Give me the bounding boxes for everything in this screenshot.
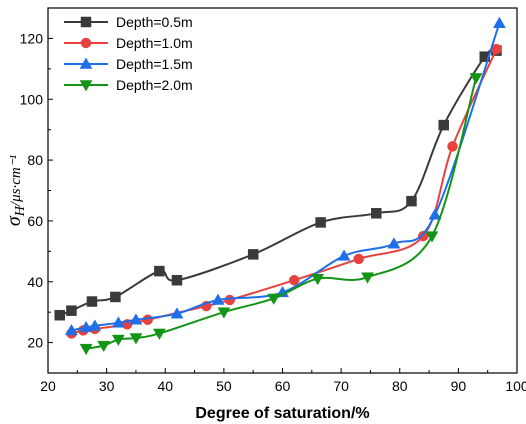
series-4 — [79, 73, 483, 356]
x-tick-label: 70 — [333, 378, 349, 394]
x-axis-title: Degree of saturation/% — [195, 405, 369, 422]
legend: Depth=0.5m Depth=1.0m Depth=1.5m Depth=2.0m — [64, 14, 193, 93]
legend-item: Depth=2.0m — [64, 77, 193, 93]
data-point — [154, 265, 165, 277]
axis-layer: 20 30 40 50 60 70 80 90 100 20 40 60 80 100 120 — [20, 30, 526, 394]
legend-item: Depth=1.5m — [64, 56, 193, 72]
y-axis-unit: /μs·cm⁻¹ — [8, 154, 24, 207]
data-point — [217, 307, 231, 319]
legend-label: Depth=2.0m — [116, 77, 193, 93]
data-point — [66, 305, 77, 316]
y-tick-label: 120 — [20, 30, 44, 46]
data-point — [428, 208, 442, 220]
y-axis-symbol: σ — [3, 215, 25, 226]
data-point — [425, 231, 439, 243]
legend-marker — [79, 57, 93, 69]
legend-marker — [80, 37, 92, 49]
data-point — [447, 141, 458, 152]
data-point — [152, 328, 166, 340]
y-tick-label: 80 — [27, 152, 43, 168]
data-point — [438, 119, 449, 131]
y-tick-label: 20 — [27, 335, 43, 351]
data-point — [129, 333, 143, 345]
x-tick-label: 30 — [99, 378, 115, 394]
data-point — [129, 313, 143, 325]
data-point — [142, 314, 153, 326]
data-point — [247, 249, 259, 260]
legend-label: Depth=1.0m — [116, 35, 193, 51]
data-point — [54, 309, 65, 321]
y-axis-title: σH/μs·cm⁻¹ — [3, 154, 28, 226]
data-point — [353, 253, 364, 265]
data-point — [387, 237, 401, 249]
data-point — [337, 249, 351, 261]
series-3 — [65, 16, 506, 336]
x-tick-label: 50 — [216, 378, 232, 394]
data-point — [110, 291, 121, 303]
data-point — [288, 274, 300, 286]
x-tick-label: 90 — [451, 378, 467, 394]
data-point — [65, 323, 78, 336]
svg-text:σH/μs·cm⁻¹: σH/μs·cm⁻¹ — [3, 154, 28, 226]
x-tick-label: 20 — [40, 378, 56, 394]
x-tick-label: 100 — [505, 378, 526, 394]
data-point — [406, 195, 417, 207]
data-point — [315, 217, 326, 228]
y-axis-subscript: H — [13, 205, 28, 217]
data-point — [79, 320, 93, 333]
x-tick-label: 40 — [157, 378, 173, 394]
data-point — [88, 319, 102, 331]
y-tick-label: 100 — [20, 91, 44, 107]
legend-marker — [79, 80, 93, 92]
legend-label: Depth=1.5m — [116, 56, 193, 72]
legend-item: Depth=1.0m — [64, 35, 193, 51]
data-point — [97, 340, 111, 353]
data-point — [469, 73, 483, 85]
data-point — [111, 334, 125, 347]
data-point — [86, 296, 98, 307]
data-point — [267, 293, 281, 305]
y-tick-label: 60 — [27, 213, 43, 229]
legend-item: Depth=0.5m — [64, 14, 193, 30]
data-point — [171, 274, 183, 286]
data-point — [79, 343, 93, 356]
legend-label: Depth=0.5m — [116, 14, 193, 30]
series-layer — [54, 16, 506, 356]
data-point — [417, 230, 429, 242]
y-tick-label: 40 — [27, 274, 43, 290]
x-tick-label: 60 — [275, 378, 291, 394]
data-point — [311, 273, 325, 286]
x-tick-label: 80 — [392, 378, 408, 394]
data-point — [170, 307, 184, 319]
data-point — [371, 208, 382, 219]
data-point — [224, 294, 235, 306]
data-point — [211, 293, 225, 305]
data-point — [361, 272, 374, 284]
data-point — [492, 16, 506, 28]
legend-marker — [80, 16, 92, 28]
data-point — [111, 316, 125, 328]
